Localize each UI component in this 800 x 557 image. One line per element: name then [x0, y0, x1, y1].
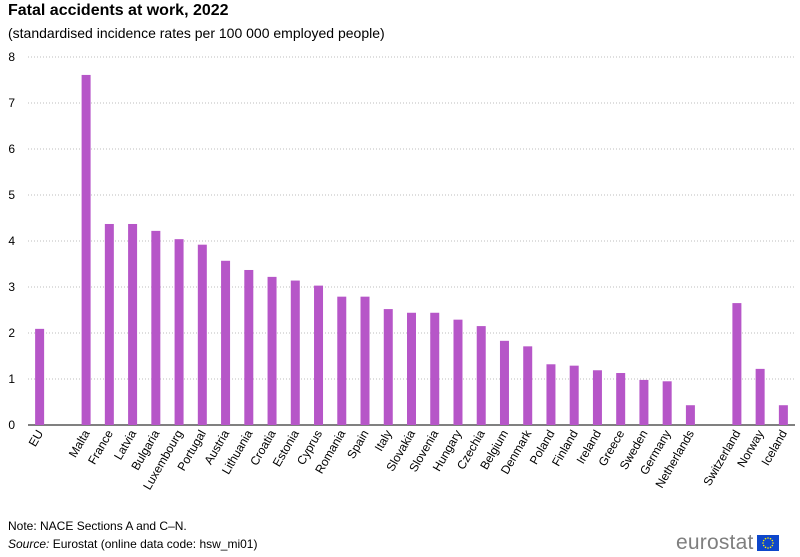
bar: [197, 244, 207, 425]
bar: [128, 223, 138, 425]
bar: [337, 296, 347, 425]
bar: [383, 309, 393, 425]
bar: [81, 74, 91, 425]
chart-title: Fatal accidents at work, 2022: [8, 2, 229, 19]
flag-star: [765, 537, 767, 540]
bar: [616, 373, 626, 425]
bar: [499, 340, 509, 425]
flag-star: [762, 542, 765, 544]
bar: [290, 280, 300, 425]
bar: [685, 405, 695, 425]
source-text: Eurostat (online data code: hsw_mi01): [49, 537, 258, 551]
bar: [314, 285, 324, 425]
flag-star: [772, 539, 774, 542]
bar: [35, 328, 45, 425]
flag-star: [772, 544, 774, 547]
bar: [546, 364, 556, 425]
flag-star: [763, 539, 765, 542]
flag-star: [767, 537, 770, 539]
bar: [592, 370, 602, 425]
bar: [244, 269, 254, 425]
bar: [151, 230, 161, 425]
source-label: Source:: [8, 537, 50, 551]
x-tick-label: Italy: [372, 428, 395, 454]
y-tick-label: 4: [8, 234, 15, 248]
y-tick-label: 3: [8, 280, 15, 294]
bar: [430, 312, 440, 425]
bar: [778, 405, 788, 425]
y-tick-label: 1: [8, 372, 15, 386]
eu-flag-icon: [757, 535, 780, 551]
x-tick-label: EU: [26, 428, 46, 449]
bar: [476, 326, 486, 425]
bar: [267, 276, 277, 425]
y-tick-label: 7: [8, 96, 15, 110]
bar: [662, 381, 672, 425]
footer-source: Source: Eurostat (online data code: hsw_…: [8, 537, 257, 551]
bar: [453, 319, 463, 425]
flag-star: [767, 547, 770, 549]
chart-subtitle: (standardised incidence rates per 100 00…: [8, 25, 385, 41]
bar: [360, 296, 370, 425]
flag-star: [770, 546, 772, 549]
bar: [104, 223, 114, 425]
bar: [639, 379, 649, 425]
bar: [755, 368, 765, 425]
y-tick-label: 8: [8, 50, 15, 64]
flag-star: [772, 542, 775, 544]
x-tick-label: Spain: [344, 428, 371, 462]
bar: [732, 303, 742, 425]
footer-note: Note: NACE Sections A and C–N.: [8, 519, 187, 533]
bar: [221, 260, 231, 425]
bar: [523, 346, 533, 425]
flag-star: [763, 544, 765, 547]
bar: [174, 239, 184, 425]
y-tick-label: 0: [8, 418, 15, 432]
y-tick-label: 6: [8, 142, 15, 156]
bar: [407, 312, 416, 425]
y-tick-label: 5: [8, 188, 15, 202]
bar: [569, 365, 579, 425]
flag-star: [765, 546, 767, 549]
y-tick-label: 2: [8, 326, 15, 340]
eurostat-logo: eurostat: [676, 530, 780, 556]
logo-text: eurostat: [676, 531, 754, 554]
flag-star: [770, 537, 772, 540]
